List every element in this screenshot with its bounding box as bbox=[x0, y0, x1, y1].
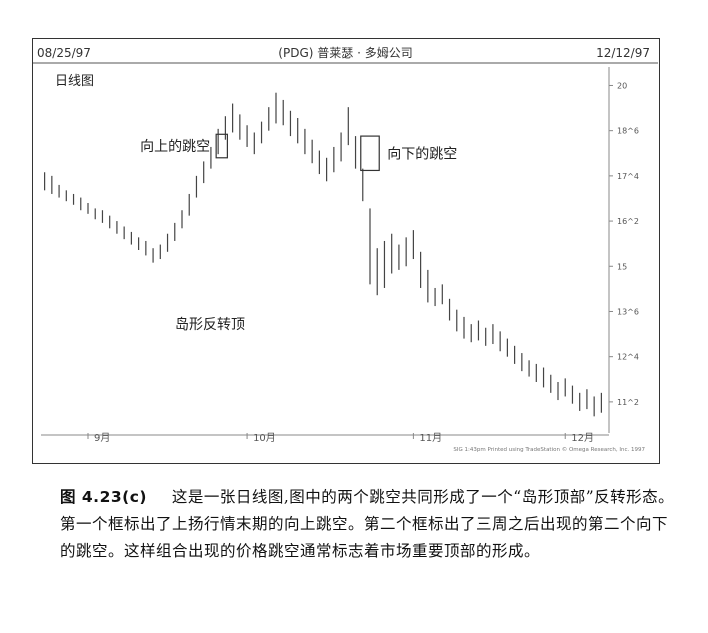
price-chart: 08/25/97 (PDG) 普莱瑟 · 多姆公司 12/12/97 日线图 20 18^… bbox=[33, 46, 658, 453]
y-tick-label: 12^4 bbox=[617, 353, 639, 362]
gap-up-box bbox=[215, 133, 228, 159]
x-tick-label: 10月 bbox=[253, 432, 276, 444]
x-tick-label: 12月 bbox=[571, 432, 594, 444]
y-tick-label: 11^2 bbox=[617, 398, 639, 407]
figure-caption: 图 4.23(c) 这是一张日线图,图中的两个跳空共同形成了一个“岛形顶部”反转… bbox=[60, 484, 680, 565]
gap-up-label: 向上的跳空 bbox=[140, 139, 210, 155]
end-date-label: 12/12/97 bbox=[596, 46, 650, 60]
y-tick-label: 13^6 bbox=[617, 307, 639, 316]
chart-subtitle: 日线图 bbox=[55, 74, 94, 89]
footer-note: SIG 1:43pm Printed using TradeStation © … bbox=[453, 446, 645, 453]
y-tick-label: 17^4 bbox=[617, 172, 639, 181]
chart-title: (PDG) 普莱瑟 · 多姆公司 bbox=[278, 46, 412, 60]
caption-label: 图 4.23(c) bbox=[60, 488, 147, 506]
start-date-label: 08/25/97 bbox=[37, 46, 91, 60]
caption-text: 这是一张日线图,图中的两个跳空共同形成了一个“岛形顶部”反转形态。第一个框标出了… bbox=[60, 488, 675, 560]
gap-down-box bbox=[360, 135, 380, 172]
gap-down-label: 向下的跳空 bbox=[387, 146, 457, 162]
x-tick-label: 9月 bbox=[94, 432, 110, 444]
chart-frame: 08/25/97 (PDG) 普莱瑟 · 多姆公司 12/12/97 日线图 20 18^… bbox=[32, 38, 660, 464]
y-tick-label: 20 bbox=[617, 81, 627, 90]
island-reversal-label: 岛形反转顶 bbox=[175, 317, 245, 333]
y-tick-label: 18^6 bbox=[617, 127, 639, 136]
x-tick-label: 11月 bbox=[419, 432, 442, 444]
y-tick-label: 16^2 bbox=[617, 217, 639, 226]
y-tick-label: 15 bbox=[617, 262, 627, 271]
